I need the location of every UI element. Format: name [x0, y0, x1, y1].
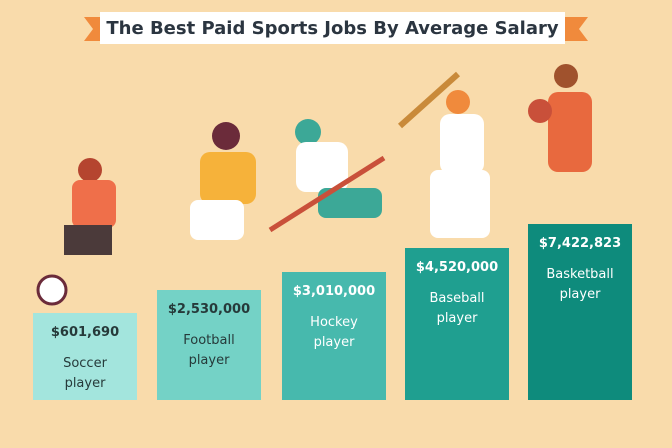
salary-amount: $7,422,823 — [538, 236, 622, 251]
job-label: Football player — [183, 333, 235, 368]
job-label: Soccer player — [63, 356, 107, 391]
salary-box: $601,690 Soccer player — [33, 313, 137, 400]
job-label: Basketball player — [546, 267, 614, 302]
salary-box: $4,520,000 Baseball player — [405, 248, 509, 400]
salary-amount: $3,010,000 — [292, 284, 376, 299]
job-label: Baseball player — [429, 291, 485, 326]
salary-box: $7,422,823 Basketball player — [528, 224, 632, 400]
job-label: Hockey player — [310, 315, 358, 350]
title: The Best Paid Sports Jobs By Average Sal… — [100, 12, 565, 44]
salary-amount: $2,530,000 — [167, 302, 251, 317]
salary-box: $3,010,000 Hockey player — [282, 272, 386, 400]
salary-amount: $4,520,000 — [415, 260, 499, 275]
salary-amount: $601,690 — [50, 325, 120, 340]
salary-box: $2,530,000 Football player — [157, 290, 261, 400]
